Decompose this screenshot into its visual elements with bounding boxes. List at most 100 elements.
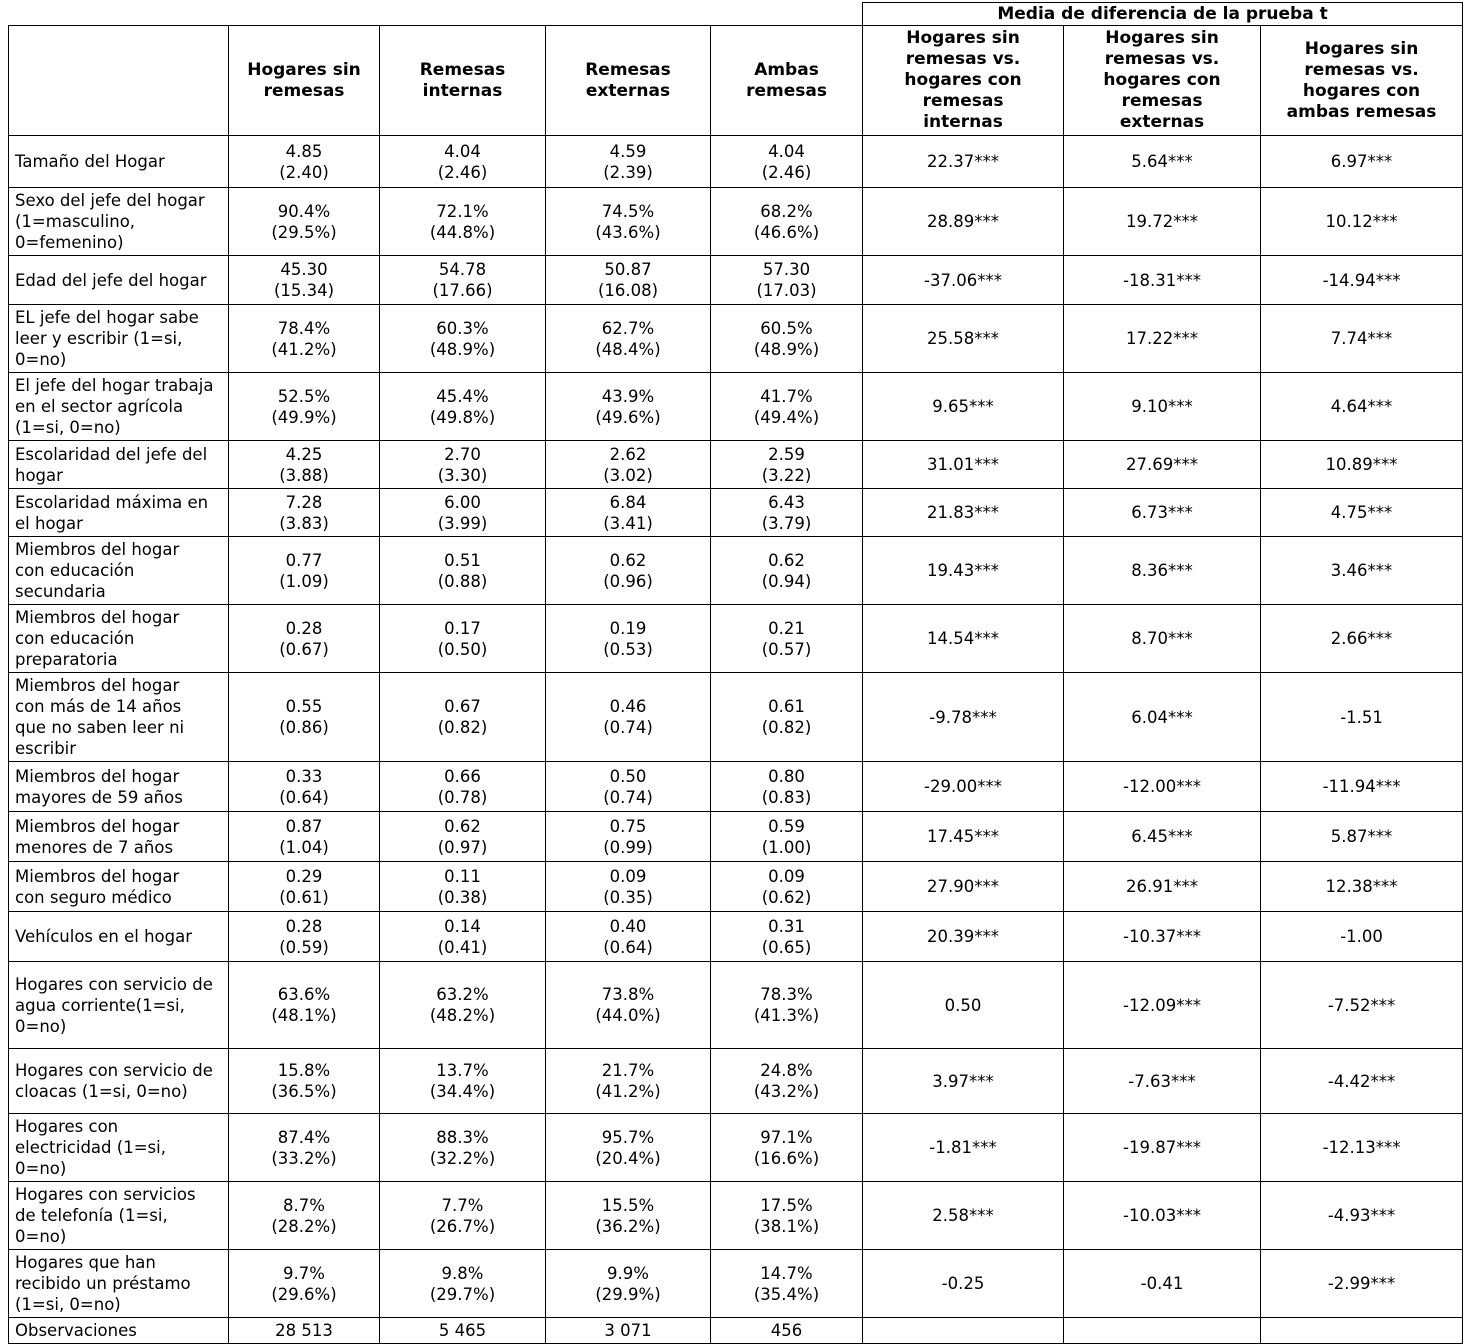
mean-value: 0.80 [768,766,805,786]
sd-value: (48.4%) [595,339,661,359]
sd-value: (0.82) [761,718,812,737]
stat-cell: 50.87 (16.08) [545,255,711,305]
mean-value: 0.62 [609,550,647,570]
ttest-value-cell: -10.03*** [1063,1181,1262,1250]
stat-cell: 6.84 (3.41) [545,488,711,537]
sd-value: (0.97) [437,837,488,857]
sd-value: (38.1%) [753,1216,820,1236]
ttest-value-cell: 21.83*** [862,488,1065,537]
mean-value: 73.8% [601,985,655,1004]
sd-value: (3.02) [603,465,653,485]
stat-cell: 17.5% (38.1%) [709,1181,864,1250]
mean-value: 0.59 [768,816,805,836]
row-label: Hogares que han recibido un préstamo (1=… [8,1249,229,1318]
stat-cell: 0.46 (0.74) [545,672,711,762]
row-label: Hogares con servicios de telefonía (1=si… [8,1181,229,1250]
sd-value: (36.5%) [271,1082,337,1101]
stat-cell: 0.62 (0.96) [545,536,711,605]
stat-cell: 15.5% (36.2%) [545,1181,711,1250]
stat-cell: 28 513 [228,1317,380,1344]
stat-cell: 78.4% (41.2%) [228,304,380,373]
ttest-value-cell: -1.51 [1260,672,1464,762]
row-label: El jefe del hogar trabaja en el sector a… [8,372,229,441]
ttest-value-cell: -29.00*** [862,761,1065,812]
sd-value: (0.74) [603,718,653,737]
ttest-value-cell: 20.39*** [862,911,1065,962]
sd-value: (3.83) [279,513,329,533]
ttest-value-cell: -1.81*** [862,1113,1065,1182]
ttest-value-cell: 26.91*** [1063,861,1262,912]
sd-value: (49.9%) [271,407,337,427]
mean-value: 52.5% [277,386,331,406]
sd-value: (0.62) [761,887,812,907]
stat-cell: 0.21 (0.57) [709,604,864,673]
sd-value: (15.34) [273,281,335,300]
sd-value: (28.2%) [271,1216,337,1236]
mean-value: 0.87 [285,816,323,836]
stat-cell: 0.14 (0.41) [379,911,546,962]
ttest-value-cell: 31.01*** [862,440,1065,489]
mean-value: 9.8% [441,1263,484,1283]
stat-cell: 9.9% (29.9%) [545,1249,711,1318]
stat-cell: 74.5% (43.6%) [545,187,711,256]
ttest-value-cell: 6.73*** [1063,488,1262,537]
mean-value: 9.9% [607,1263,649,1283]
sd-value: (0.99) [603,837,653,857]
mean-value: 4.04 [768,141,805,161]
mean-value: 6.43 [768,492,805,512]
mean-value: 7.7% [441,1195,484,1215]
mean-value: 0.61 [768,697,805,716]
stat-cell: 78.3% (41.3%) [709,961,864,1049]
ttest-value-cell [1063,1317,1262,1344]
table-row: Miembros del hogar con educación secunda… [8,536,1464,605]
stat-cell: 45.4% (49.8%) [379,372,546,441]
mean-value: 0.67 [444,697,481,716]
stat-cell: 4.04 (2.46) [379,135,546,188]
sd-value: (3.41) [603,513,653,533]
ttest-value-cell: 25.58*** [862,304,1065,373]
ttest-value-cell: 6.45*** [1063,811,1262,862]
table-row: Miembros del hogar menores de 7 años 0.87… [8,811,1464,862]
sd-value: (0.94) [761,571,812,591]
ttest-value-cell: -14.94*** [1260,255,1464,305]
sd-value: (0.57) [761,639,812,659]
stat-cell: 0.19 (0.53) [545,604,711,673]
ttest-value-cell: 10.89*** [1260,440,1464,489]
mean-value: 2.59 [768,444,805,464]
ttest-value-cell: -7.63*** [1063,1048,1262,1114]
mean-value: 63.6% [277,985,331,1004]
mean-value: 24.8% [760,1061,813,1080]
sd-value: (0.38) [437,887,488,907]
mean-value: 45.30 [280,260,328,279]
ttest-value-cell: -12.13*** [1260,1113,1464,1182]
mean-value: 63.2% [436,985,489,1004]
ttest-value-cell: 9.10*** [1063,372,1262,441]
row-label: Escolaridad del jefe del hogar [8,440,229,489]
ttest-value-cell: 5.64*** [1063,135,1262,188]
ttest-value-cell: 19.43*** [862,536,1065,605]
sd-value: (1.09) [279,571,329,591]
ttest-value-cell: 9.65*** [862,372,1065,441]
col-header-text: Ambas remesas [746,59,827,101]
table-row: El jefe del hogar trabaja en el sector a… [8,372,1464,441]
sd-value: (29.9%) [595,1284,661,1304]
table-row: Hogares con servicio de agua corriente(1… [8,961,1464,1049]
mean-value: 456 [770,1321,803,1340]
stat-cell: 0.80 (0.83) [709,761,864,812]
mean-value: 0.09 [768,866,805,886]
table-row: Escolaridad del jefe del hogar 4.25 (3.88)… [8,440,1464,489]
row-label: Hogares con servicio de agua corriente(1… [8,961,229,1049]
table-row: Hogares con servicio de cloacas (1=si, 0… [8,1048,1464,1114]
ttest-value-cell: 7.74*** [1260,304,1464,373]
col-header-remesas-internas: Remesas internas [379,25,546,136]
col-header-vs-remesas-externas: Hogares sin remesas vs. hogares con reme… [1063,25,1262,136]
mean-value: 2.70 [444,444,481,464]
ttest-value-cell: -10.37*** [1063,911,1262,962]
col-header-text: Hogares sin remesas vs. hogares con amba… [1286,38,1437,122]
mean-value: 54.78 [438,260,487,279]
mean-value: 45.4% [436,386,489,406]
mean-value: 0.66 [444,766,481,786]
stat-cell: 5 465 [379,1317,546,1344]
col-header-text: Hogares sin remesas vs. hogares con reme… [1103,28,1221,132]
ttest-value-cell: -1.00 [1260,911,1464,962]
